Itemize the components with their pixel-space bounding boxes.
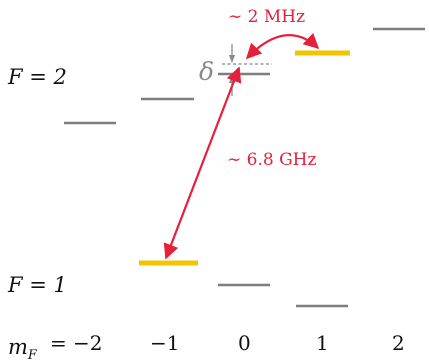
delta-label: δ xyxy=(199,57,214,86)
mf-value-1: 1 xyxy=(316,331,329,355)
mf-value-minus-1: −1 xyxy=(150,331,179,355)
large-transition-label: ∼ 6.8 GHz xyxy=(227,150,316,170)
transition-arrow-large xyxy=(163,66,242,260)
mf-equals-sign: = xyxy=(50,331,67,355)
mf-value-0: 0 xyxy=(238,331,251,355)
f2-label: F = 2 xyxy=(7,65,67,89)
mf-axis-name: mF xyxy=(8,335,38,360)
f1-label: F = 1 xyxy=(7,273,67,297)
mf-value-2: 2 xyxy=(392,331,405,355)
transition-arrow-small xyxy=(245,32,320,60)
small-transition-label: ∼ 2 MHz xyxy=(228,7,305,27)
mf-value-minus-2: −2 xyxy=(73,331,102,355)
